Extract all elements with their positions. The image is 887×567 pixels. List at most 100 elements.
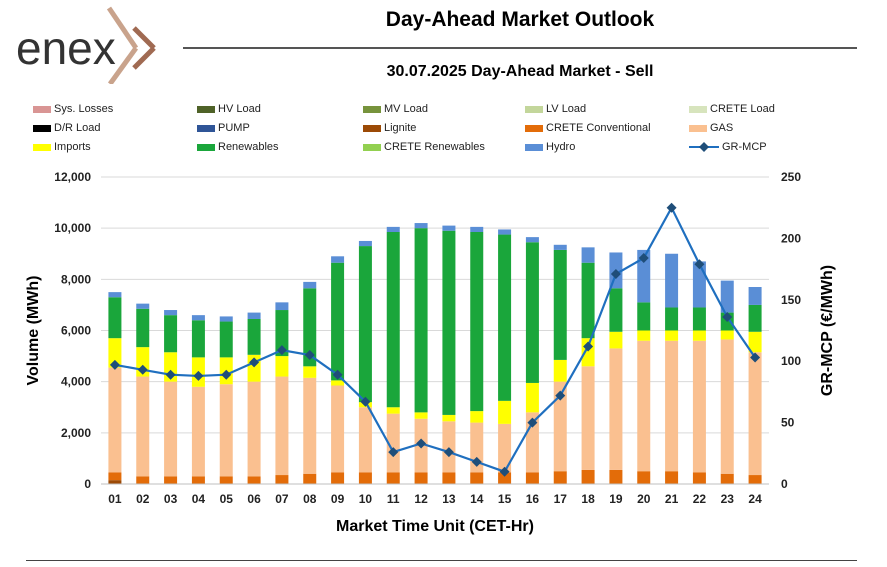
x-tick-label: 17 [554, 492, 568, 506]
logo-x-lower [132, 46, 156, 70]
x-tick-label: 14 [470, 492, 484, 506]
legend-item: LV Load [525, 103, 586, 115]
y2-tick-label: 50 [781, 416, 795, 430]
bar-segment-hydro [748, 287, 762, 305]
x-tick-label: 24 [748, 492, 762, 506]
bar-segment-crete-conventional [748, 475, 762, 484]
bar-segment-crete-conventional [358, 472, 372, 484]
bar-segment-renewables [637, 302, 651, 331]
bar-segment-renewables [358, 246, 372, 403]
x-tick-label: 19 [609, 492, 623, 506]
mcp-point [583, 341, 594, 352]
bar-segment-crete-conventional [665, 471, 679, 484]
y2-tick-label: 250 [781, 170, 801, 184]
bar-segment-imports [525, 382, 539, 413]
x-tick-label: 16 [526, 492, 540, 506]
bar-segment-imports [414, 412, 428, 419]
legend-line-marker [689, 142, 719, 152]
bar-segment-hydro [720, 280, 734, 313]
legend-item: PUMP [197, 122, 250, 134]
bar-segment-gas [748, 352, 762, 476]
bar-segment-gas [108, 367, 122, 473]
bar-segment-renewables [303, 288, 317, 367]
y-axis-title: Volume (MWh) [25, 276, 42, 386]
legend-swatch [363, 143, 381, 151]
legend-item: Imports [33, 141, 91, 153]
x-tick-label: 10 [359, 492, 373, 506]
mcp-point [471, 456, 482, 467]
bar-segment-hydro [358, 240, 372, 247]
bar-segment-crete-conventional [414, 472, 428, 484]
chart-subtitle: 30.07.2025 Day-Ahead Market - Sell [386, 63, 654, 80]
bar-segment-gas [581, 366, 595, 470]
legend-label: Renewables [218, 141, 279, 153]
bar-segment-renewables [275, 310, 289, 357]
bar-segment-renewables [553, 249, 567, 360]
bar-segment-crete-conventional [581, 469, 595, 484]
x-tick-label: 23 [721, 492, 735, 506]
mcp-point [527, 417, 538, 428]
x-tick-label: 13 [442, 492, 456, 506]
mcp-point [694, 259, 705, 270]
bar-segment-gas [164, 381, 178, 477]
bar-segment-hydro [275, 302, 289, 311]
y2-tick-label: 200 [781, 231, 801, 245]
x-axis-title: Market Time Unit (CET-Hr) [336, 518, 534, 535]
bar-segment-crete-conventional [108, 472, 122, 481]
bar-segment-imports [692, 330, 706, 341]
bar-segment-renewables [386, 232, 400, 408]
bar-segment-hydro [386, 226, 400, 233]
legend-label: MV Load [384, 103, 429, 115]
legend-label: LV Load [546, 103, 587, 115]
bar-segment-crete-conventional [136, 476, 150, 484]
mcp-point [416, 438, 427, 449]
bar-segment-gas [303, 377, 317, 474]
x-tick-label: 15 [498, 492, 512, 506]
x-tick-label: 07 [275, 492, 289, 506]
bar-segment-renewables [219, 321, 233, 358]
bar-segment-hydro [498, 229, 512, 235]
bar-segment-gas [442, 421, 456, 473]
bar-segment-renewables [414, 228, 428, 413]
y2-axis-title: GR-MCP (€/MWh) [819, 265, 836, 396]
bar-segment-hydro [164, 310, 178, 316]
bar-segment-renewables [609, 288, 623, 332]
bar-segment-gas [386, 413, 400, 473]
x-tick-label: 22 [693, 492, 707, 506]
bar-segment-hydro [247, 312, 261, 319]
logo-text: enex [16, 22, 116, 74]
x-tick-label: 12 [414, 492, 428, 506]
bar-segment-renewables [692, 307, 706, 331]
y-tick-label: 6,000 [61, 324, 91, 338]
y-tick-label: 0 [84, 477, 91, 491]
legend-label: Sys. Losses [54, 103, 114, 115]
bar-segment-gas [247, 381, 261, 477]
bar-segment-crete-conventional [303, 473, 317, 484]
legend-swatch [33, 143, 51, 151]
mcp-point [137, 364, 148, 375]
bar-segment-gas [665, 340, 679, 472]
bar-segment-crete-conventional [525, 472, 539, 484]
legend-label: PUMP [218, 122, 250, 134]
bar-segment-gas [275, 376, 289, 476]
bar-segment-crete-conventional [720, 473, 734, 484]
mcp-point [332, 369, 343, 380]
bar-segment-hydro [442, 225, 456, 231]
legend-swatch [33, 105, 51, 113]
y-tick-label: 12,000 [54, 170, 91, 184]
bar-segment-renewables [191, 320, 205, 358]
legend-item: Renewables [197, 141, 279, 153]
legend-swatch [197, 105, 215, 113]
legend-item: Hydro [525, 141, 575, 153]
bar-segment-renewables [247, 318, 261, 355]
mcp-point [221, 369, 232, 380]
bar-segment-imports [553, 359, 567, 382]
bar-segment-renewables [442, 230, 456, 415]
mcp-point [388, 447, 399, 458]
bar-segment-gas [720, 339, 734, 474]
mcp-point [109, 359, 120, 370]
bar-segment-hydro [581, 247, 595, 263]
y-tick-label: 10,000 [54, 221, 91, 235]
legend-item: CRETE Load [689, 103, 775, 115]
bar-segment-gas [358, 407, 372, 473]
